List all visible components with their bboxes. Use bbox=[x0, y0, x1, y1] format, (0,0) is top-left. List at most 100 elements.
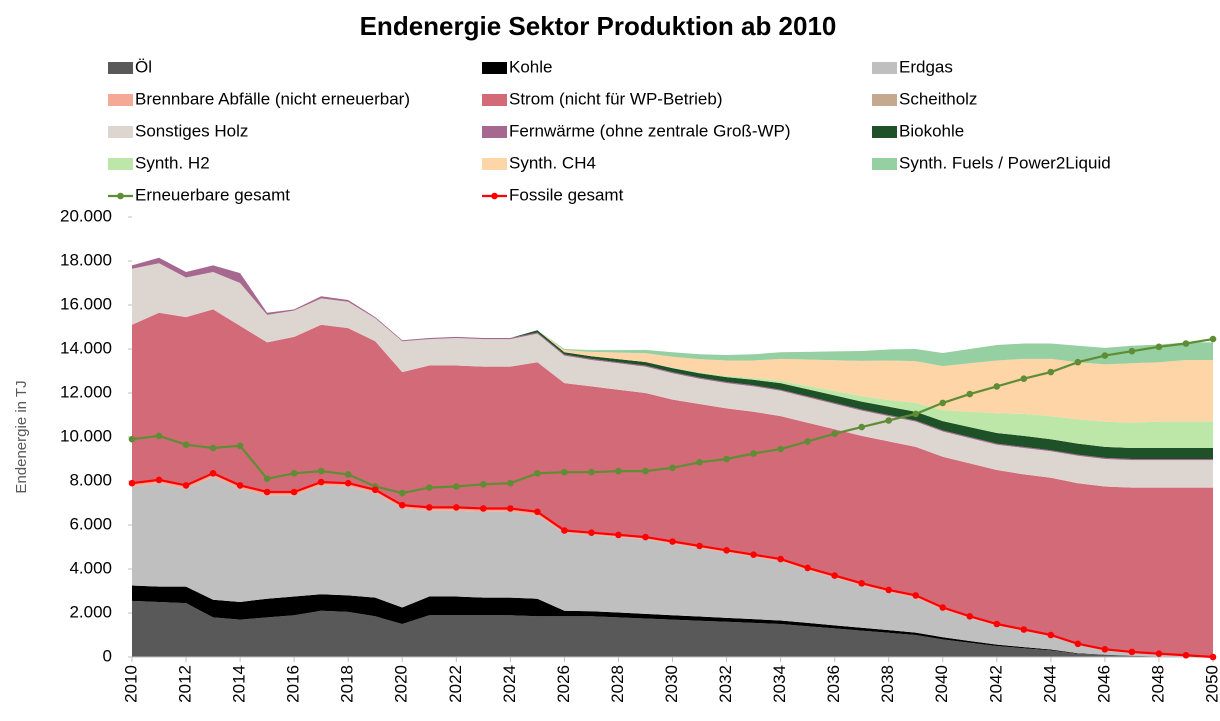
x-tick-label: 2010 bbox=[121, 665, 140, 703]
marker bbox=[263, 475, 271, 483]
legend-label: Strom (nicht für WP-Betrieb) bbox=[509, 89, 723, 108]
legend-swatch bbox=[482, 94, 507, 106]
area bbox=[132, 257, 1213, 461]
marker bbox=[236, 482, 244, 489]
marker bbox=[912, 592, 920, 599]
marker bbox=[534, 470, 541, 477]
marker bbox=[425, 504, 433, 511]
marker bbox=[561, 468, 568, 476]
marker bbox=[1155, 343, 1163, 351]
marker bbox=[1020, 375, 1028, 383]
marker bbox=[642, 533, 649, 541]
x-tick-label: 2038 bbox=[878, 665, 897, 703]
y-axis-label: Endenergie in TJ bbox=[13, 380, 30, 493]
legend-swatch bbox=[108, 94, 133, 106]
marker bbox=[750, 450, 757, 457]
marker bbox=[1128, 648, 1136, 656]
legend-label: Kohle bbox=[509, 57, 552, 76]
marker bbox=[209, 444, 217, 452]
area bbox=[132, 309, 1213, 657]
marker bbox=[1155, 650, 1163, 657]
marker bbox=[858, 423, 865, 431]
legend-swatch bbox=[482, 62, 507, 74]
x-tick-label: 2048 bbox=[1148, 665, 1167, 703]
marker bbox=[804, 564, 811, 572]
marker bbox=[669, 538, 676, 545]
marker bbox=[966, 390, 974, 398]
marker bbox=[1047, 368, 1055, 376]
x-tick-label: 2044 bbox=[1040, 665, 1059, 703]
area bbox=[132, 257, 1213, 423]
x-tick-label: 2028 bbox=[608, 665, 627, 703]
marker bbox=[155, 432, 163, 440]
legend-label: Synth. H2 bbox=[135, 153, 210, 172]
marker bbox=[1101, 352, 1109, 359]
marker bbox=[858, 580, 865, 587]
marker bbox=[1209, 335, 1217, 343]
marker bbox=[398, 501, 406, 509]
marker bbox=[669, 464, 676, 472]
chart-title: Endenergie Sektor Produktion ab 2010 bbox=[360, 11, 837, 41]
y-tick-label: 18.000 bbox=[60, 250, 112, 269]
x-tick-label: 2042 bbox=[986, 665, 1005, 703]
marker bbox=[209, 470, 217, 477]
x-tick-label: 2026 bbox=[554, 665, 573, 703]
marker bbox=[777, 445, 784, 453]
x-tick-label: 2012 bbox=[176, 665, 195, 703]
x-tick-label: 2024 bbox=[500, 665, 519, 703]
marker bbox=[182, 441, 190, 449]
legend-label: Erdgas bbox=[899, 57, 953, 76]
marker bbox=[507, 479, 514, 487]
x-tick-label: 2020 bbox=[392, 665, 411, 703]
x-tick-label: 2022 bbox=[446, 665, 465, 703]
marker bbox=[804, 438, 811, 445]
legend-label: Erneuerbare gesamt bbox=[135, 185, 290, 204]
legend-label: Synth. CH4 bbox=[509, 153, 596, 172]
marker bbox=[425, 484, 433, 491]
legend-label: Brennbare Abfälle (nicht erneuerbar) bbox=[135, 89, 410, 108]
marker bbox=[182, 482, 190, 489]
legend-swatch bbox=[872, 94, 897, 106]
y-tick-label: 2.000 bbox=[69, 602, 112, 621]
marker bbox=[885, 586, 892, 594]
marker bbox=[290, 470, 298, 477]
marker bbox=[317, 478, 325, 486]
legend-swatch bbox=[108, 158, 133, 170]
marker bbox=[615, 531, 622, 539]
marker bbox=[1182, 651, 1190, 659]
marker bbox=[453, 483, 460, 490]
y-tick-label: 16.000 bbox=[60, 294, 112, 313]
marker bbox=[1020, 626, 1028, 633]
legend-label: Fossile gesamt bbox=[509, 185, 624, 204]
y-tick-label: 6.000 bbox=[69, 514, 112, 533]
marker bbox=[344, 479, 352, 487]
marker bbox=[939, 399, 947, 407]
x-tick-label: 2014 bbox=[230, 665, 249, 703]
marker bbox=[993, 620, 1001, 628]
y-tick-label: 10.000 bbox=[60, 426, 112, 445]
marker bbox=[1047, 631, 1055, 639]
marker bbox=[1182, 340, 1190, 347]
x-tick-label: 2032 bbox=[716, 665, 735, 703]
marker bbox=[642, 467, 649, 475]
y-tick-label: 8.000 bbox=[69, 470, 112, 489]
y-tick-label: 4.000 bbox=[69, 558, 112, 577]
legend-swatch bbox=[482, 126, 507, 138]
marker bbox=[507, 505, 514, 512]
marker bbox=[912, 410, 920, 418]
marker bbox=[1209, 653, 1217, 661]
marker bbox=[128, 435, 136, 443]
legend-swatch bbox=[108, 62, 133, 74]
marker bbox=[1074, 358, 1082, 366]
y-tick-label: 12.000 bbox=[60, 382, 112, 401]
marker bbox=[885, 417, 892, 424]
x-tick-label: 2034 bbox=[770, 665, 789, 703]
y-tick-label: 14.000 bbox=[60, 338, 112, 357]
marker bbox=[723, 547, 730, 554]
marker bbox=[398, 489, 406, 497]
marker bbox=[777, 555, 784, 563]
legend-swatch bbox=[872, 158, 897, 170]
x-tick-label: 2030 bbox=[662, 665, 681, 703]
legend-label: Scheitholz bbox=[899, 89, 977, 108]
x-tick-label: 2040 bbox=[932, 665, 951, 703]
